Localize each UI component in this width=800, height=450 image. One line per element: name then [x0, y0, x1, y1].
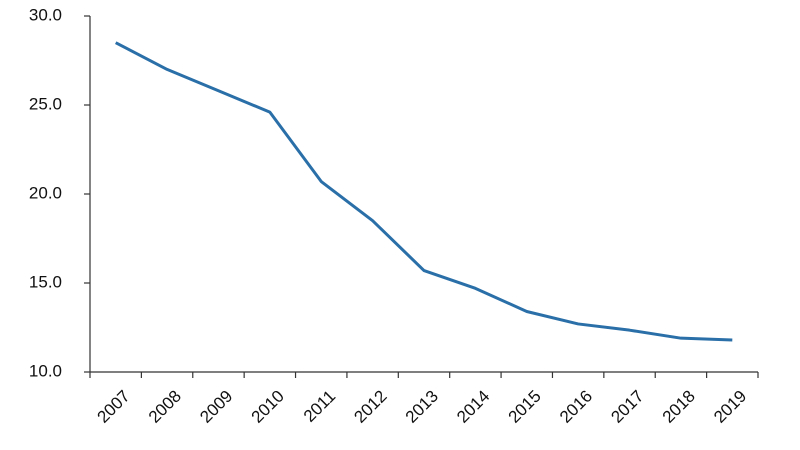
- y-tick-label: 30.0: [29, 5, 62, 24]
- x-tick-label: 2019: [710, 387, 750, 427]
- x-tick-label: 2007: [94, 387, 134, 427]
- x-tick-label: 2018: [659, 387, 699, 427]
- x-tick-label: 2011: [300, 387, 339, 426]
- x-tick-label: 2013: [402, 387, 442, 427]
- x-tick-label: 2014: [453, 387, 493, 427]
- x-tick-label: 2009: [196, 387, 236, 427]
- y-tick-label: 15.0: [29, 272, 62, 291]
- y-tick-label: 25.0: [29, 94, 62, 113]
- y-tick-label: 10.0: [29, 361, 62, 380]
- y-tick-label: 20.0: [29, 183, 62, 202]
- x-tick-label: 2010: [248, 387, 288, 427]
- x-tick-label: 2017: [607, 387, 647, 427]
- x-tick-label: 2008: [145, 387, 185, 427]
- x-tick-label: 2012: [350, 387, 390, 427]
- line: [115, 41, 733, 342]
- x-tick-label: 2016: [556, 387, 596, 427]
- x-tick-label: 2015: [505, 387, 545, 427]
